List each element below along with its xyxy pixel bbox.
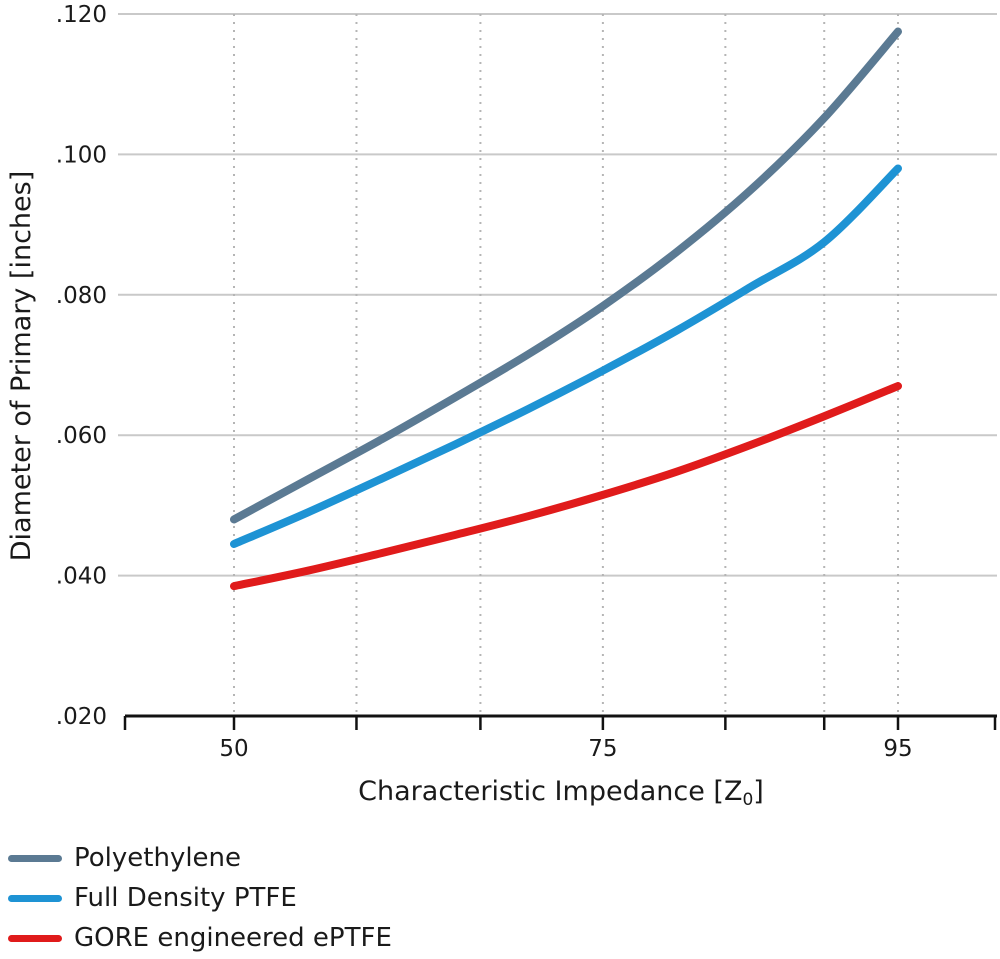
legend-swatch-gore-eptfe (8, 934, 62, 942)
legend-item-gore-eptfe: GORE engineered ePTFE (8, 918, 568, 958)
y-tick-label: .120 (56, 2, 107, 28)
polyethylene-line (230, 27, 902, 524)
grid-lines (118, 13, 997, 716)
y-axis-title: Diameter of Primary [inches] (6, 171, 37, 561)
y-tick-labels: .020 .040 .060 .080 .100 .120 (56, 2, 107, 730)
x-axis-title-subscript: 0 (742, 790, 753, 810)
x-tick-label: 50 (219, 736, 248, 762)
y-tick-label: .060 (56, 423, 107, 449)
gore-eptfe-line (230, 382, 902, 591)
legend-item-polyethylene: Polyethylene (8, 838, 568, 878)
legend-item-full-density-ptfe: Full Density PTFE (8, 878, 568, 918)
y-tick-label: .020 (56, 704, 107, 730)
y-tick-label: .040 (56, 564, 107, 590)
series-lines (230, 27, 902, 591)
x-tick-label: 75 (588, 736, 617, 762)
legend-label-full-density-ptfe: Full Density PTFE (74, 883, 297, 913)
legend-label-gore-eptfe: GORE engineered ePTFE (74, 923, 392, 953)
y-tick-label: .080 (56, 283, 107, 309)
legend-swatch-full-density-ptfe (8, 894, 62, 902)
legend-swatch-polyethylene (8, 854, 62, 862)
legend-label-polyethylene: Polyethylene (74, 843, 242, 873)
x-axis: 50 75 95 (123, 714, 997, 762)
x-axis-title: Characteristic Impedance [Z0] (358, 776, 764, 810)
x-tick-label: 95 (883, 736, 912, 762)
legend: Polyethylene Full Density PTFE GORE engi… (8, 838, 568, 958)
y-tick-label: .100 (56, 142, 107, 168)
full-density-ptfe-line (230, 164, 902, 549)
x-axis-title-main: Characteristic Impedance [Z (358, 776, 742, 807)
x-axis-title-suffix: ] (753, 776, 764, 807)
